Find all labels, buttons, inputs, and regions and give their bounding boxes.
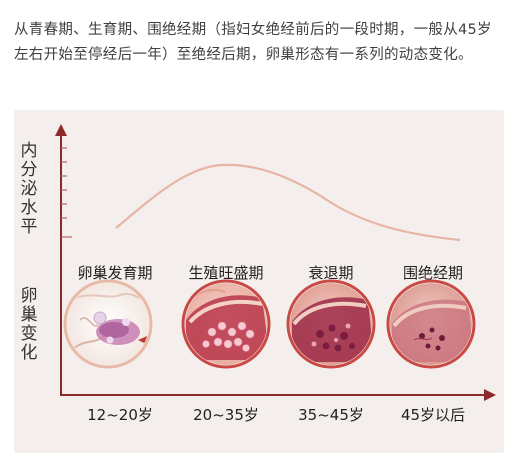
stage-label-1: 卵巢发育期 bbox=[77, 264, 153, 282]
y-ticks bbox=[61, 147, 72, 238]
stage-label-4: 围绝经期 bbox=[402, 264, 463, 282]
stage-label-2: 生殖旺盛期 bbox=[188, 264, 264, 282]
x-axis-arrow bbox=[484, 389, 496, 401]
peak-ovary-icon bbox=[181, 279, 271, 369]
y-axis-bottom-label: 卵巢变化 bbox=[20, 286, 38, 363]
age-label-3: 35~45岁 bbox=[298, 406, 364, 424]
age-label-1: 12~20岁 bbox=[87, 406, 153, 424]
declining-ovary-icon bbox=[286, 279, 376, 369]
developing-ovary-icon bbox=[63, 279, 153, 369]
stage-label-3: 衰退期 bbox=[308, 264, 354, 282]
endocrine-level-curve bbox=[115, 163, 461, 242]
age-label-4: 45岁以后 bbox=[400, 406, 466, 424]
intro-paragraph: 从青春期、生育期、围绝经期（指妇女绝经前后的一段时期，一般从45岁左右开始至停经… bbox=[14, 22, 492, 63]
perimenopause-ovary-icon bbox=[386, 279, 476, 369]
y-axis-top-label: 内分泌水平 bbox=[20, 141, 38, 237]
y-axis-arrow bbox=[55, 124, 67, 136]
age-label-2: 20~35岁 bbox=[193, 406, 259, 424]
